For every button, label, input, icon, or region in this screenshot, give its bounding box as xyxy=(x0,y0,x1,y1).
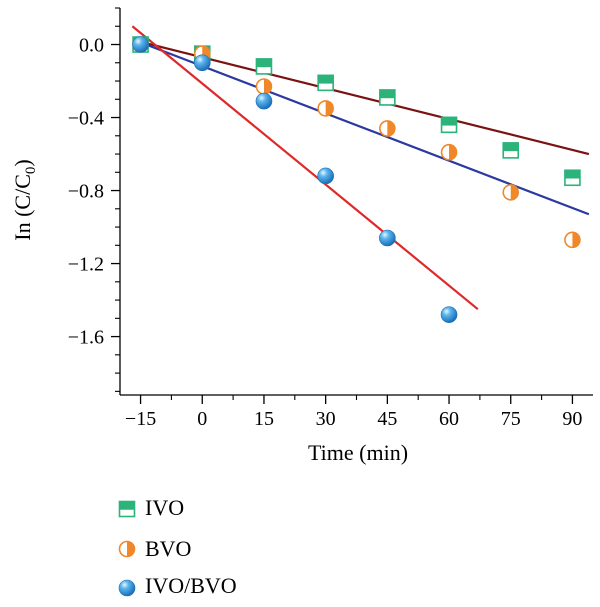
y-tick-label: −0.8 xyxy=(68,181,104,203)
y-axis-label: In (C/C0) xyxy=(10,159,39,240)
fit-line-ivo-bvo xyxy=(131,25,479,311)
data-point-ivo xyxy=(440,116,458,134)
y-tick-label: −1.6 xyxy=(68,327,104,349)
data-point-ivo xyxy=(564,169,581,187)
x-tick-label: 30 xyxy=(316,408,336,430)
data-point-ivo xyxy=(379,89,396,106)
x-tick-label: −15 xyxy=(125,408,156,430)
legend-marker-bvo xyxy=(118,540,136,558)
data-points xyxy=(132,36,581,323)
data-point-ivo-bvo xyxy=(440,306,458,323)
legend-label-ivo-bvo: IVO/BVO xyxy=(145,573,237,598)
legend: IVO BVO IVO/BVO xyxy=(118,495,237,598)
y-axis-label-main: In (C/C xyxy=(10,174,35,241)
x-tick-label: 45 xyxy=(377,408,397,430)
x-tick-label: 75 xyxy=(501,408,521,430)
data-point-bvo xyxy=(502,184,520,201)
y-tick-label: −0.4 xyxy=(68,108,104,130)
data-point-ivo-bvo xyxy=(132,36,149,53)
data-point-ivo-bvo xyxy=(193,54,211,72)
legend-symbol-ivo xyxy=(118,500,136,518)
legend-item-ivo-bvo: IVO/BVO xyxy=(118,573,237,598)
fit-line-ivo xyxy=(136,39,590,156)
axes xyxy=(111,7,593,404)
data-point-bvo xyxy=(564,231,581,249)
tick-labels: −15 0 15 30 45 60 75 90 0.0 −0.4 −0.8 −1.2 −1.6 xyxy=(68,35,583,430)
legend-label-ivo: IVO xyxy=(145,495,184,520)
y-axis-label-subscript: 0 xyxy=(23,167,39,175)
y-tick-label: 0.0 xyxy=(79,35,104,57)
x-tick-label: 15 xyxy=(254,408,274,430)
data-point-ivo xyxy=(317,74,334,92)
y-axis-label-close: ) xyxy=(10,159,35,166)
data-point-bvo xyxy=(317,100,334,117)
legend-item-bvo: BVO xyxy=(118,536,191,561)
data-point-bvo xyxy=(440,143,458,161)
y-tick-label: −1.2 xyxy=(68,254,104,276)
legend-marker-ivo-bvo xyxy=(118,579,136,597)
legend-marker-ivo xyxy=(118,500,136,518)
x-tick-label: 0 xyxy=(197,408,207,430)
x-tick-label: 60 xyxy=(439,408,459,430)
legend-symbol-bvo xyxy=(118,540,136,558)
data-point-bvo xyxy=(255,78,273,95)
legend-symbol-ivo-bvo xyxy=(118,579,136,597)
data-point-ivo-bvo xyxy=(379,229,396,247)
legend-label-bvo: BVO xyxy=(145,536,191,561)
x-axis-label: Time (min) xyxy=(308,440,408,465)
x-tick-label: 90 xyxy=(562,408,582,430)
data-point-bvo xyxy=(379,120,396,137)
legend-item-ivo: IVO xyxy=(118,495,184,520)
data-point-ivo xyxy=(255,58,273,75)
data-point-ivo-bvo xyxy=(255,92,273,110)
data-point-ivo xyxy=(502,142,520,159)
data-point-ivo-bvo xyxy=(317,167,334,185)
